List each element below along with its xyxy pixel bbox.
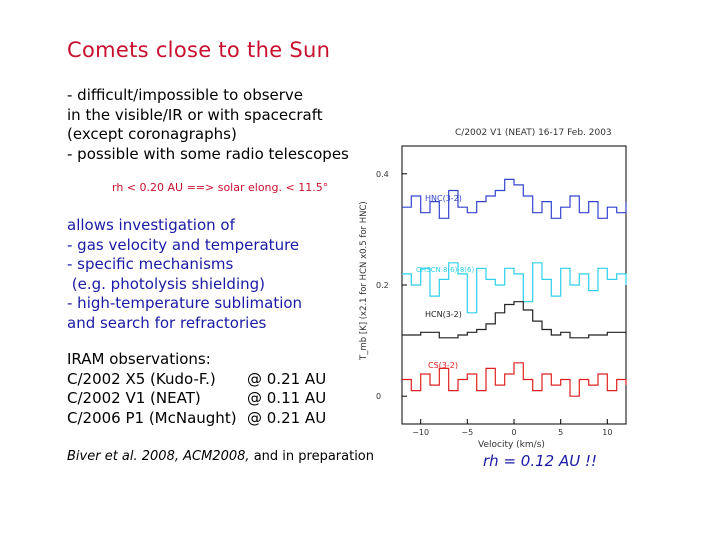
plot-frame: [401, 145, 627, 425]
intro-line: in the visible/IR or with spacecraft: [67, 105, 323, 124]
comet-name: C/2002 X5 (Kudo-F.): [67, 369, 216, 388]
observation-row: C/2002 X5 (Kudo-F.) @ 0.21 AU: [67, 370, 326, 390]
spectrum-trace: [402, 301, 627, 339]
x-tick-label: −5: [461, 428, 473, 437]
intro-line: (except coronagraphs): [67, 125, 237, 143]
intro-text: - difficult/impossible to observe in the…: [67, 86, 349, 164]
comet-name: C/2006 P1 (McNaught): [67, 408, 237, 427]
x-tick-label: −10: [412, 428, 429, 437]
spectrum-trace: [402, 262, 627, 314]
investigation-line: and search for refractories: [67, 313, 267, 332]
y-axis-label: T_mb [K] (x2.1 for HCN x0.5 for HNC): [359, 201, 369, 361]
figure-title: C/2002 V1 (NEAT) 16-17 Feb. 2003: [455, 128, 612, 138]
x-axis-label: Velocity (km/s): [478, 440, 545, 450]
elongation-note: rh < 0.20 AU ==> solar elong. < 11.5°: [112, 181, 329, 194]
comet-name: C/2002 V1 (NEAT): [67, 389, 201, 407]
comet-distance: @ 0.11 AU: [247, 389, 327, 407]
citation-authors: Biver et al. 2008,: [67, 449, 179, 464]
spectrum-trace: [402, 178, 627, 219]
investigation-text: allows investigation of - gas velocity a…: [67, 216, 302, 333]
spectrum-trace: [402, 362, 627, 397]
investigation-line: (e.g. photolysis shielding): [67, 274, 266, 293]
citation-venue: ACM2008,: [183, 449, 250, 464]
investigation-line: allows investigation of: [67, 216, 235, 234]
investigation-line: - gas velocity and temperature: [67, 235, 300, 254]
x-tick-label: 5: [558, 428, 563, 437]
intro-line: - difficult/impossible to observe: [67, 86, 304, 104]
x-tick-label: 10: [602, 428, 612, 437]
comet-distance: @ 0.21 AU: [247, 369, 327, 388]
investigation-line: - specific mechanisms: [67, 255, 234, 273]
series-label-hcn: HCN(3-2): [425, 310, 462, 319]
heliocentric-distance-label: rh = 0.12 AU !!: [483, 452, 597, 470]
investigation-line: - high-temperature sublimation: [67, 294, 303, 312]
series-label-ch3cn: CH3CN 8(6)-8(6): [416, 266, 474, 274]
citation: Biver et al. 2008, ACM2008, and in prepa…: [67, 449, 374, 464]
series-label-hnc: HNC(3-2): [425, 194, 462, 203]
observation-row: C/2006 P1 (McNaught) @ 0.21 AU: [67, 409, 326, 429]
slide-title: Comets close to the Sun: [67, 38, 331, 62]
comet-distance: @ 0.21 AU: [247, 408, 327, 427]
y-tick-label: 0: [376, 392, 381, 401]
observations-block: IRAM observations: C/2002 X5 (Kudo-F.) @…: [67, 350, 326, 428]
observation-row: C/2002 V1 (NEAT) @ 0.11 AU: [67, 389, 326, 409]
series-label-cs: CS(3-2): [428, 361, 458, 370]
intro-line: - possible with some radio telescopes: [67, 144, 349, 163]
x-tick-label: 0: [511, 428, 516, 437]
y-tick-label: 0.2: [376, 281, 389, 290]
citation-rest: and in preparation: [253, 449, 375, 464]
observations-heading: IRAM observations:: [67, 350, 211, 368]
y-tick-label: 0.4: [376, 170, 389, 179]
